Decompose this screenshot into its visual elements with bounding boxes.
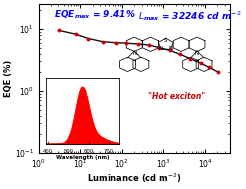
Text: N: N (132, 51, 136, 56)
Y-axis label: EQE (%): EQE (%) (4, 60, 13, 97)
Point (114, 41, 118, 44)
Point (124, 42, 128, 45)
Point (147, 43, 151, 46)
Point (199, 62, 203, 65)
Point (87, 37, 91, 40)
X-axis label: Luminance (cd m$^{-2}$): Luminance (cd m$^{-2}$) (87, 171, 182, 185)
Text: N: N (195, 51, 199, 56)
Point (157, 46, 161, 49)
Point (57, 29, 61, 32)
Text: N: N (169, 46, 173, 50)
Point (216, 71, 220, 74)
Point (137, 43, 140, 46)
Text: $L_{\mathregular{max}}$ = 32246 cd m$^{-2}$: $L_{\mathregular{max}}$ = 32246 cd m$^{-… (138, 9, 242, 22)
Text: EQE$_{\mathregular{max}}$ = 9.41%: EQE$_{\mathregular{max}}$ = 9.41% (54, 9, 136, 21)
Text: "Hot exciton": "Hot exciton" (148, 92, 205, 101)
Text: S: S (164, 38, 168, 43)
Point (188, 57, 192, 60)
Point (74, 33, 78, 36)
Text: N: N (159, 46, 163, 50)
Point (168, 49, 171, 52)
Point (101, 40, 105, 43)
Point (207, 66, 211, 69)
Point (178, 53, 182, 56)
